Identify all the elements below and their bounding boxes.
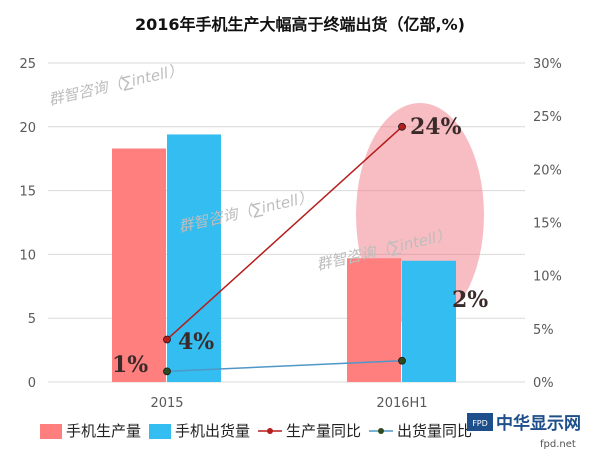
legend-swatch bbox=[267, 428, 273, 434]
left-tick-label: 20 bbox=[19, 121, 36, 136]
series-point bbox=[163, 367, 171, 376]
series-line bbox=[166, 126, 403, 341]
site-logo: FPD 中华显示网 fpd.net bbox=[467, 413, 581, 450]
series-point bbox=[163, 335, 171, 344]
left-tick-label: 25 bbox=[19, 57, 36, 72]
right-tick-label: 15% bbox=[533, 217, 562, 232]
right-tick-label: 5% bbox=[533, 323, 554, 338]
data-label: 4% bbox=[178, 329, 214, 355]
left-tick-label: 15 bbox=[19, 185, 36, 200]
bar bbox=[402, 260, 456, 382]
series-point bbox=[398, 122, 406, 131]
bar bbox=[167, 134, 221, 382]
left-tick-label: 5 bbox=[28, 312, 36, 327]
left-tick-label: 0 bbox=[28, 376, 36, 391]
watermark: 群智咨询（∑intell） bbox=[47, 60, 185, 108]
right-tick-label: 20% bbox=[533, 163, 562, 178]
legend-label: 出货量同比 bbox=[397, 422, 472, 440]
left-tick-label: 10 bbox=[19, 248, 36, 263]
category-label: 2016H1 bbox=[376, 396, 427, 411]
legend-label: 手机出货量 bbox=[175, 422, 250, 440]
data-labels: 4% 24% 1% 2% bbox=[112, 114, 488, 378]
right-tick-label: 0% bbox=[533, 376, 554, 391]
series-line bbox=[166, 359, 403, 373]
site-logo-badge: FPD bbox=[472, 419, 488, 428]
data-label: 2% bbox=[452, 287, 488, 313]
legend-label: 生产量同比 bbox=[286, 422, 361, 440]
series-point bbox=[398, 356, 406, 365]
site-logo-text: 中华显示网 bbox=[496, 413, 581, 434]
legend-swatch bbox=[149, 424, 171, 439]
right-tick-label: 30% bbox=[533, 57, 562, 72]
legend: 手机生产量 手机出货量 生产量同比 出货量同比 bbox=[40, 422, 472, 440]
legend-swatch bbox=[378, 428, 384, 434]
category-label: 2015 bbox=[150, 396, 183, 411]
line-series bbox=[163, 122, 406, 376]
category-labels: 2015 2016H1 bbox=[150, 396, 427, 411]
legend-label: 手机生产量 bbox=[66, 422, 141, 440]
data-label: 24% bbox=[410, 114, 462, 140]
right-axis: 0% 5% 10% 15% 20% 25% 30% bbox=[533, 57, 562, 391]
legend-swatch bbox=[40, 424, 62, 439]
site-logo-url: fpd.net bbox=[540, 439, 576, 450]
bar bbox=[112, 148, 166, 382]
chart-title: 2016年手机生产大幅高于终端出货（亿部,%) bbox=[135, 15, 465, 34]
data-label: 1% bbox=[112, 352, 148, 378]
right-tick-label: 10% bbox=[533, 270, 562, 285]
right-tick-label: 25% bbox=[533, 110, 562, 125]
left-axis: 0 5 10 15 20 25 bbox=[19, 57, 36, 391]
